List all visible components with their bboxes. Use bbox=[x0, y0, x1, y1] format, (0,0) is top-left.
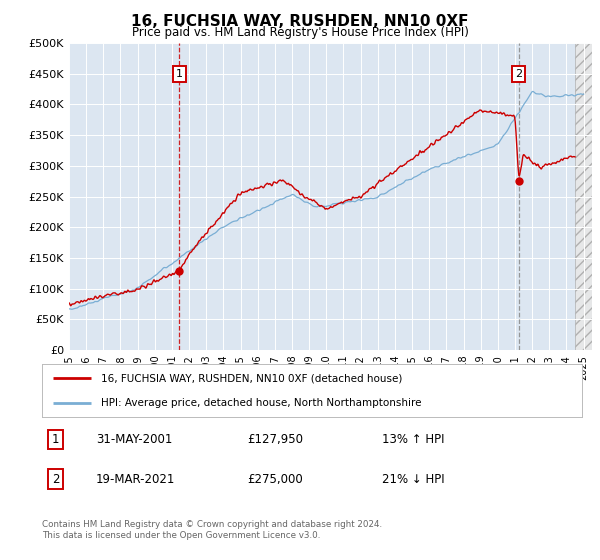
Bar bbox=[575, 43, 594, 350]
Text: Price paid vs. HM Land Registry's House Price Index (HPI): Price paid vs. HM Land Registry's House … bbox=[131, 26, 469, 39]
Text: 2: 2 bbox=[515, 69, 523, 79]
Text: 16, FUCHSIA WAY, RUSHDEN, NN10 0XF: 16, FUCHSIA WAY, RUSHDEN, NN10 0XF bbox=[131, 14, 469, 29]
Text: 2: 2 bbox=[52, 473, 59, 486]
Text: £127,950: £127,950 bbox=[247, 433, 303, 446]
Text: This data is licensed under the Open Government Licence v3.0.: This data is licensed under the Open Gov… bbox=[42, 531, 320, 540]
Text: 16, FUCHSIA WAY, RUSHDEN, NN10 0XF (detached house): 16, FUCHSIA WAY, RUSHDEN, NN10 0XF (deta… bbox=[101, 374, 403, 384]
Text: 21% ↓ HPI: 21% ↓ HPI bbox=[382, 473, 445, 486]
Text: 31-MAY-2001: 31-MAY-2001 bbox=[96, 433, 172, 446]
Text: £275,000: £275,000 bbox=[247, 473, 303, 486]
Text: Contains HM Land Registry data © Crown copyright and database right 2024.: Contains HM Land Registry data © Crown c… bbox=[42, 520, 382, 529]
Text: 1: 1 bbox=[52, 433, 59, 446]
Text: 13% ↑ HPI: 13% ↑ HPI bbox=[382, 433, 445, 446]
Text: 19-MAR-2021: 19-MAR-2021 bbox=[96, 473, 175, 486]
Text: 1: 1 bbox=[176, 69, 182, 79]
Text: HPI: Average price, detached house, North Northamptonshire: HPI: Average price, detached house, Nort… bbox=[101, 398, 422, 408]
